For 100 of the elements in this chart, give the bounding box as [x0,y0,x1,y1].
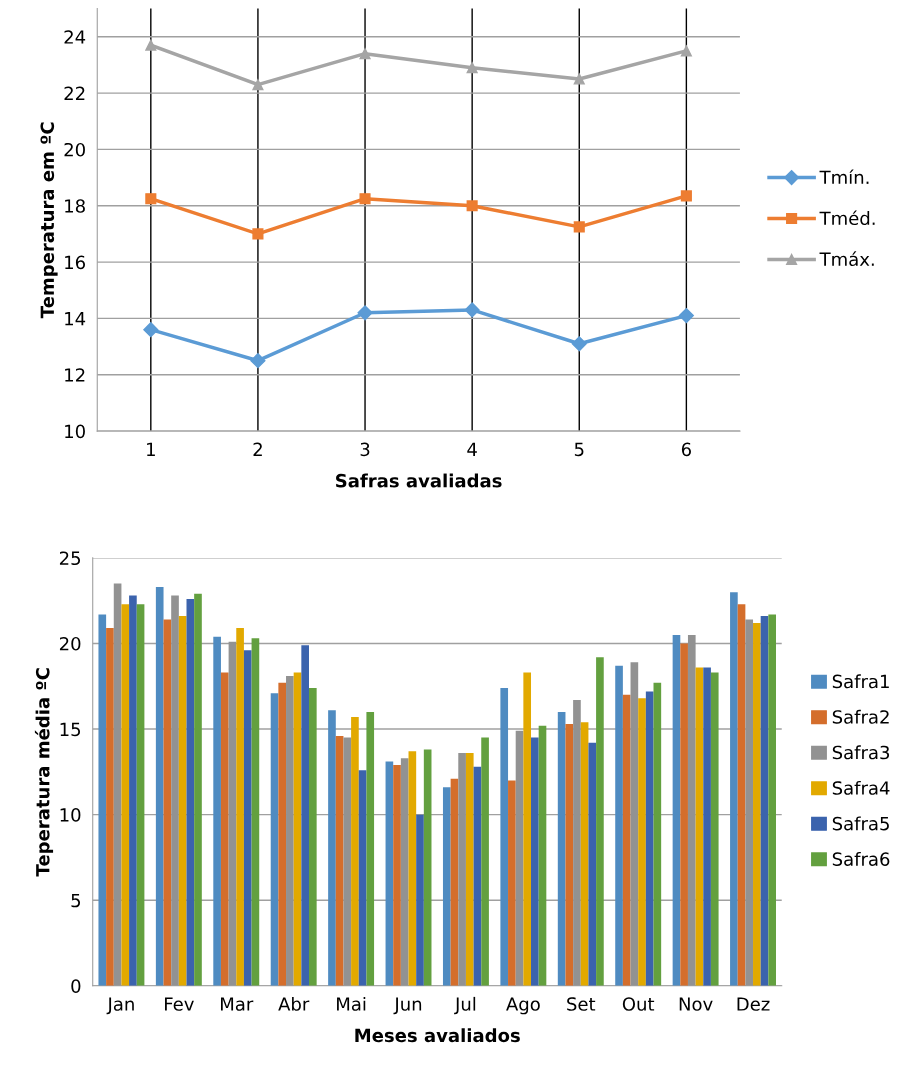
bar [523,672,532,986]
x-tick-label: Mai [337,996,366,1011]
x-tick-label: 2 [253,442,262,456]
bar [531,737,539,986]
bar [645,691,654,986]
bar [416,814,424,986]
bar [301,645,309,986]
bar [596,657,604,986]
point [466,62,478,74]
bar [308,687,317,986]
bar [481,737,489,986]
bar [400,758,409,986]
bar [194,593,202,986]
point [678,308,694,324]
bar [638,698,646,986]
point [573,221,585,233]
x-tick-label: 5 [574,442,584,457]
point [357,305,373,321]
bar [538,725,547,986]
bar [622,694,631,986]
bar [136,604,145,986]
legend-label: Safra5 [832,816,889,831]
y-tick-label: 0 [71,979,81,993]
y-tick-label: 12 [65,368,85,382]
bar [393,765,401,986]
y-axis-title: Teperatura média ºC [34,668,54,877]
legend-label: Tmín. [819,169,869,184]
bar [220,672,229,986]
bar [251,638,260,986]
x-tick-label: Abr [278,996,310,1011]
bar [465,753,474,986]
point [571,336,587,352]
legend-label: Tméd. [819,210,875,226]
bar [178,616,187,986]
x-tick-label: Jul [454,996,476,1015]
bar [508,780,516,986]
bar [672,634,681,986]
legend-label: Safra6 [832,851,890,866]
legend-label: Safra4 [832,780,890,795]
bar [163,619,172,986]
bar [155,587,164,986]
y-axis-title: Temperatura em ºC [40,122,58,319]
bar [573,699,581,986]
y-tick-label: 20 [64,142,85,157]
y-tick-label: 16 [65,255,86,270]
x-tick-label: Fev [165,997,194,1011]
x-tick-label: Jun [393,997,422,1015]
bar [351,717,359,986]
y-tick-label: 25 [59,551,81,566]
x-tick-label: Nov [679,997,713,1011]
bar [515,730,524,986]
bar [710,672,719,986]
point [145,193,157,205]
point [359,193,371,205]
bar [737,604,746,986]
bar [703,667,711,986]
legend-label: Safra1 [832,674,889,689]
bar [450,778,459,986]
point [680,45,692,57]
bar [358,770,367,986]
x-tick-label: 4 [467,442,477,456]
x-tick-label: Set [567,997,596,1011]
y-tick-label: 18 [65,199,85,213]
bar [730,592,738,986]
x-tick-label: 1 [147,442,155,456]
bar [580,722,589,986]
bar [366,711,375,986]
bar [473,766,482,986]
bar [213,636,221,986]
x-tick-label: Out [622,997,655,1011]
bar [106,628,114,986]
bar [753,622,761,986]
bar [98,614,107,986]
legend-label: Safra3 [832,745,890,760]
bar [615,665,623,986]
bar [228,641,237,986]
bar [630,662,639,986]
bar [113,583,122,986]
legend-label: Safra2 [832,709,889,724]
bar [423,749,432,986]
legend-label: Tmáx. [819,251,874,267]
bar [385,761,394,986]
bar [653,682,662,986]
bar [768,614,776,986]
x-tick-label: Mar [221,997,254,1011]
bar [121,604,130,986]
bar [557,711,566,986]
bar [680,643,688,986]
point [145,39,157,51]
y-tick-label: 10 [65,424,85,439]
y-tick-label: 22 [64,86,85,100]
bar [408,751,417,986]
x-tick-label: Jan [106,997,134,1015]
point [680,190,692,202]
bar [286,676,294,986]
x-axis-title: Safras avaliadas [336,473,502,488]
bar [442,787,451,986]
x-tick-label: 6 [681,442,691,457]
x-tick-label: Dez [737,997,770,1011]
bar [293,672,302,986]
